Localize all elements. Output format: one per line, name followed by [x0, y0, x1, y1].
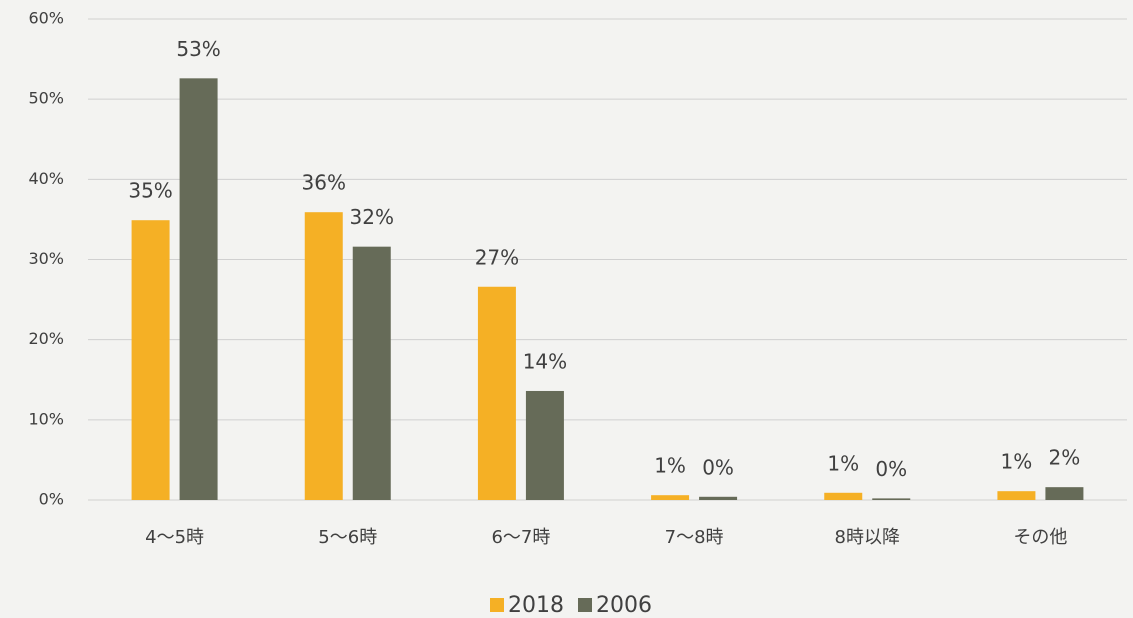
- bar: [131, 220, 170, 501]
- bar: [1045, 487, 1084, 500]
- data-label: 2%: [1049, 446, 1081, 470]
- data-label: 0%: [702, 455, 734, 479]
- x-tick-label: 7～8時: [665, 527, 724, 548]
- data-label: 36%: [302, 171, 346, 195]
- x-tick-label: その他: [1013, 527, 1067, 548]
- legend-label: 2018: [508, 593, 564, 618]
- legend-swatch: [490, 598, 504, 612]
- bar: [699, 496, 738, 500]
- data-label: 1%: [1001, 450, 1033, 474]
- bar: [651, 495, 690, 500]
- bar: [997, 491, 1036, 500]
- y-tick-label: 0%: [39, 490, 64, 509]
- bar: [352, 246, 391, 500]
- data-label: 27%: [475, 245, 519, 269]
- data-label: 53%: [176, 37, 220, 61]
- x-tick-label: 8時以降: [835, 527, 900, 548]
- bar: [872, 498, 911, 500]
- bar: [477, 286, 516, 500]
- bar: [824, 492, 863, 500]
- y-tick-label: 30%: [28, 249, 64, 268]
- data-label: 14%: [523, 349, 567, 373]
- data-label: 1%: [654, 454, 686, 478]
- legend-swatch: [578, 598, 592, 612]
- bar: [179, 78, 218, 500]
- x-tick-label: 4～5時: [145, 527, 204, 548]
- bar: [304, 212, 343, 500]
- y-tick-label: 10%: [28, 409, 64, 428]
- y-tick-label: 50%: [28, 89, 64, 108]
- data-label: 1%: [827, 451, 859, 475]
- y-tick-label: 40%: [28, 169, 64, 188]
- x-tick-label: 5～6時: [318, 527, 377, 548]
- y-tick-label: 20%: [28, 329, 64, 348]
- x-tick-label: 6～7時: [491, 527, 550, 548]
- y-tick-label: 60%: [28, 9, 64, 28]
- bar: [525, 390, 564, 500]
- data-label: 0%: [875, 457, 907, 481]
- legend-label: 2006: [596, 593, 652, 618]
- data-label: 32%: [350, 205, 394, 229]
- data-label: 35%: [128, 179, 172, 203]
